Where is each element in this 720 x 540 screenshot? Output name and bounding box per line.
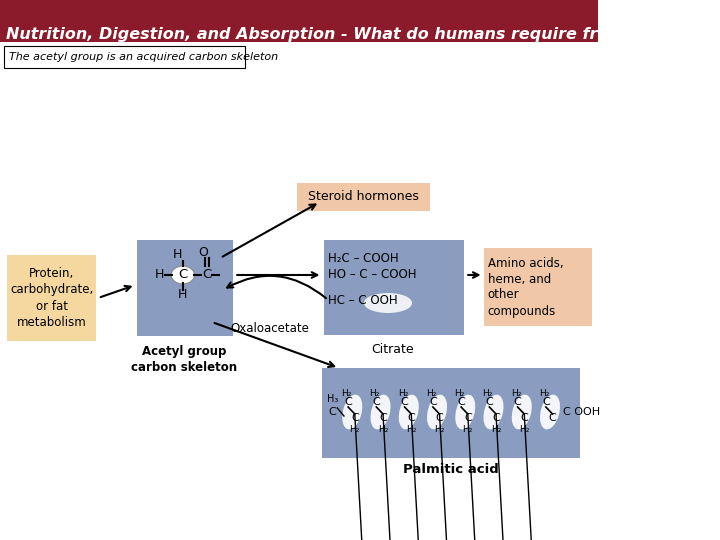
Ellipse shape bbox=[427, 395, 447, 429]
Text: H₂: H₂ bbox=[350, 424, 360, 434]
Bar bbox=[0, 0, 598, 42]
Text: Amino acids,
heme, and
other
compounds: Amino acids, heme, and other compounds bbox=[487, 256, 563, 318]
Text: C: C bbox=[344, 397, 352, 407]
Text: C: C bbox=[202, 268, 212, 281]
Text: C OOH: C OOH bbox=[563, 407, 600, 417]
Text: C: C bbox=[351, 413, 359, 423]
Ellipse shape bbox=[171, 266, 194, 284]
Text: C: C bbox=[521, 413, 528, 423]
Text: C: C bbox=[464, 413, 472, 423]
Bar bbox=[137, 240, 233, 336]
Text: H₂: H₂ bbox=[510, 388, 521, 397]
Text: Palmitic acid: Palmitic acid bbox=[403, 463, 499, 476]
Text: H₂: H₂ bbox=[519, 424, 529, 434]
Text: C: C bbox=[457, 397, 465, 407]
Bar bbox=[6, 255, 96, 341]
Ellipse shape bbox=[540, 395, 560, 429]
Text: O: O bbox=[199, 246, 209, 259]
Text: H: H bbox=[178, 288, 187, 301]
Text: H₂: H₂ bbox=[482, 388, 493, 397]
Bar bbox=[324, 240, 464, 335]
Text: C: C bbox=[328, 407, 336, 417]
Text: H₂: H₂ bbox=[406, 424, 416, 434]
Text: H: H bbox=[155, 268, 164, 281]
Text: C: C bbox=[485, 397, 493, 407]
Text: C: C bbox=[542, 397, 550, 407]
Text: H₃: H₃ bbox=[327, 394, 338, 404]
Bar bbox=[4, 46, 245, 68]
Text: Oxaloacetate: Oxaloacetate bbox=[230, 321, 310, 334]
Text: Citrate: Citrate bbox=[372, 343, 414, 356]
Text: Acetyl group
carbon skeleton: Acetyl group carbon skeleton bbox=[131, 345, 238, 374]
Ellipse shape bbox=[342, 395, 362, 429]
Text: H₂: H₂ bbox=[378, 424, 388, 434]
Ellipse shape bbox=[455, 395, 475, 429]
Text: C: C bbox=[492, 413, 500, 423]
Text: C: C bbox=[372, 397, 380, 407]
Text: C: C bbox=[178, 268, 187, 281]
Bar bbox=[484, 248, 592, 326]
Bar bbox=[323, 368, 580, 458]
Text: HC – C OOH: HC – C OOH bbox=[328, 294, 398, 307]
Text: H₂: H₂ bbox=[491, 424, 501, 434]
Text: C: C bbox=[401, 397, 408, 407]
Text: H₂: H₂ bbox=[341, 388, 351, 397]
Ellipse shape bbox=[371, 395, 390, 429]
Text: H₂: H₂ bbox=[454, 388, 464, 397]
Text: C: C bbox=[429, 397, 437, 407]
Text: Nutrition, Digestion, and Absorption - What do humans require from food?: Nutrition, Digestion, and Absorption - W… bbox=[6, 26, 680, 42]
Text: H₂: H₂ bbox=[539, 388, 549, 397]
Text: C: C bbox=[408, 413, 415, 423]
Ellipse shape bbox=[484, 395, 503, 429]
Text: Protein,
carbohydrate,
or fat
metabolism: Protein, carbohydrate, or fat metabolism bbox=[10, 267, 93, 329]
Text: H₂: H₂ bbox=[462, 424, 473, 434]
Ellipse shape bbox=[399, 395, 419, 429]
Text: H₂: H₂ bbox=[426, 388, 436, 397]
Text: C: C bbox=[379, 413, 387, 423]
Text: The acetyl group is an acquired carbon skeleton: The acetyl group is an acquired carbon s… bbox=[9, 52, 278, 62]
Ellipse shape bbox=[512, 395, 532, 429]
Text: H: H bbox=[172, 248, 181, 261]
Ellipse shape bbox=[364, 293, 412, 313]
Text: H₂: H₂ bbox=[369, 388, 380, 397]
Text: C: C bbox=[514, 397, 521, 407]
Bar bbox=[297, 183, 431, 211]
Text: C: C bbox=[436, 413, 444, 423]
Text: C: C bbox=[549, 413, 557, 423]
Text: H₂C – COOH: H₂C – COOH bbox=[328, 252, 399, 265]
Text: H₂: H₂ bbox=[434, 424, 445, 434]
Text: Steroid hormones: Steroid hormones bbox=[308, 191, 419, 204]
Text: H₂: H₂ bbox=[397, 388, 408, 397]
Text: HO – C – COOH: HO – C – COOH bbox=[328, 268, 417, 281]
